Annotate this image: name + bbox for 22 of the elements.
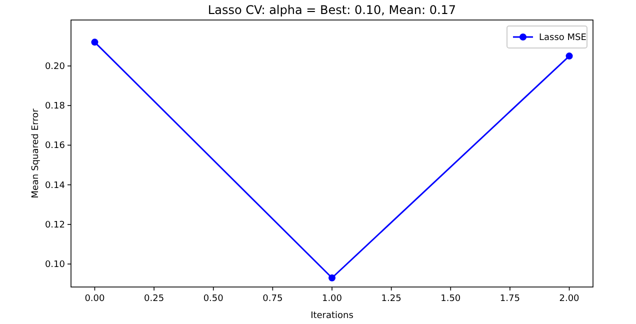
point [328, 274, 336, 282]
x-tick-label: 1.25 [381, 294, 402, 304]
y-tick-label: 0.12 [44, 220, 65, 230]
y-tick-label: 0.20 [44, 62, 66, 72]
y-axis-title: Mean Squared Error [31, 108, 41, 198]
x-tick-label: 0.25 [144, 294, 164, 304]
x-tick-label: 0.50 [203, 294, 224, 304]
x-tick-label: 1.75 [500, 294, 520, 304]
x-tick-label: 0.00 [84, 294, 106, 304]
x-tick-label: 1.00 [322, 294, 342, 304]
x-tick-label: 0.75 [262, 294, 283, 304]
x-tick-label: 1.50 [440, 294, 461, 304]
legend-label: Lasso MSE [539, 33, 587, 43]
y-tick-label: 0.14 [44, 180, 66, 191]
y-tick-label: 0.10 [44, 260, 66, 270]
chart-title: Lasso CV: alpha = Best: 0.10, Mean: 0.17 [208, 3, 456, 17]
point [566, 52, 573, 60]
x-tick-label: 2.00 [559, 294, 580, 304]
y-tick-label: 0.18 [44, 102, 66, 112]
y-tick-label: 0.16 [44, 141, 66, 152]
point [91, 38, 98, 46]
x-axis-title: Iterations [310, 311, 354, 321]
